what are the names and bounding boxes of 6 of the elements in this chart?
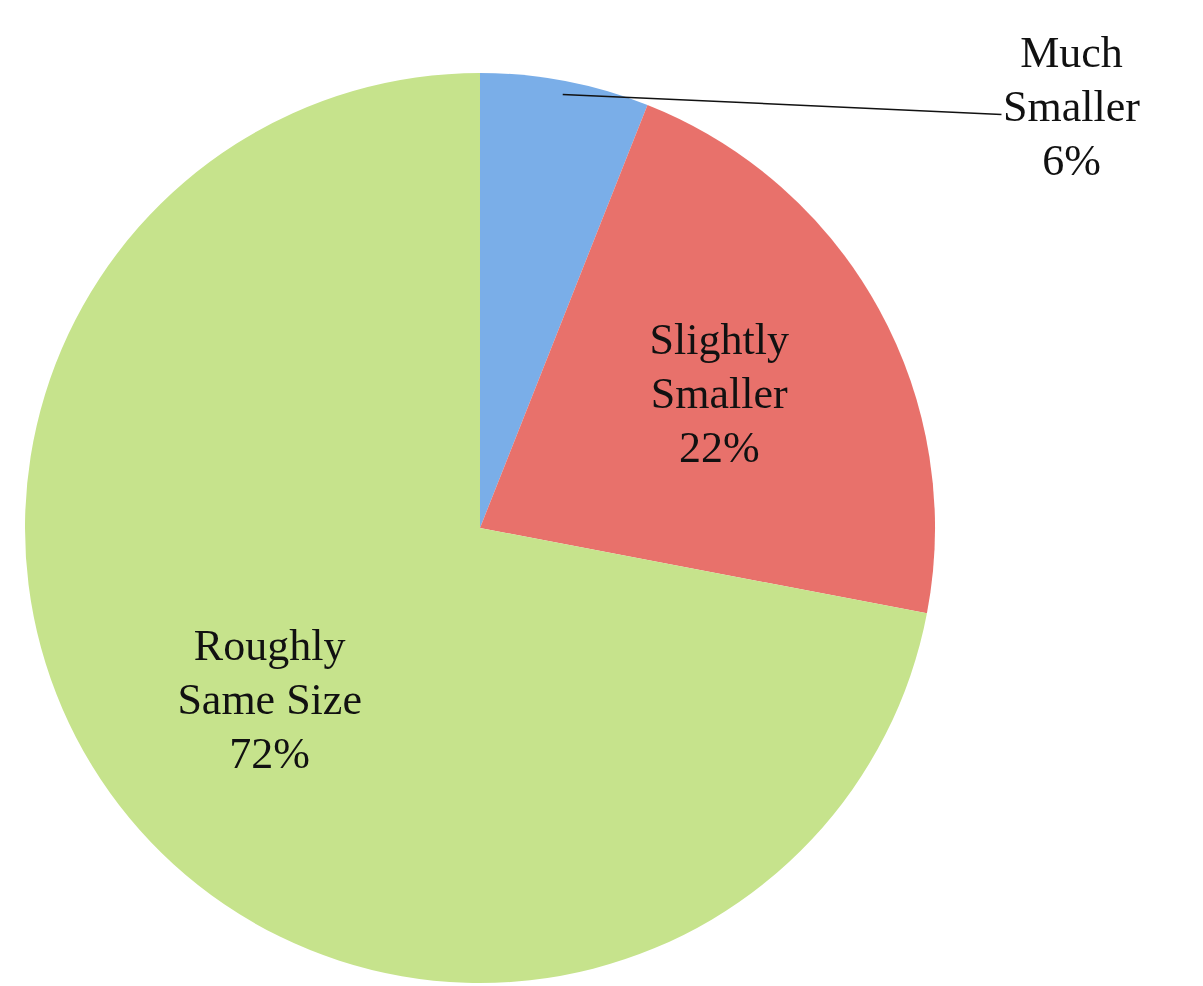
slice-label: Roughly Same Size — [177, 620, 362, 724]
slice-label: Slightly Smaller — [649, 315, 789, 419]
data-label: 22% — [678, 423, 760, 473]
data-label: 72% — [229, 728, 310, 778]
data-label: 6% — [1042, 135, 1101, 185]
slice-label: Much Smaller — [1003, 27, 1141, 131]
